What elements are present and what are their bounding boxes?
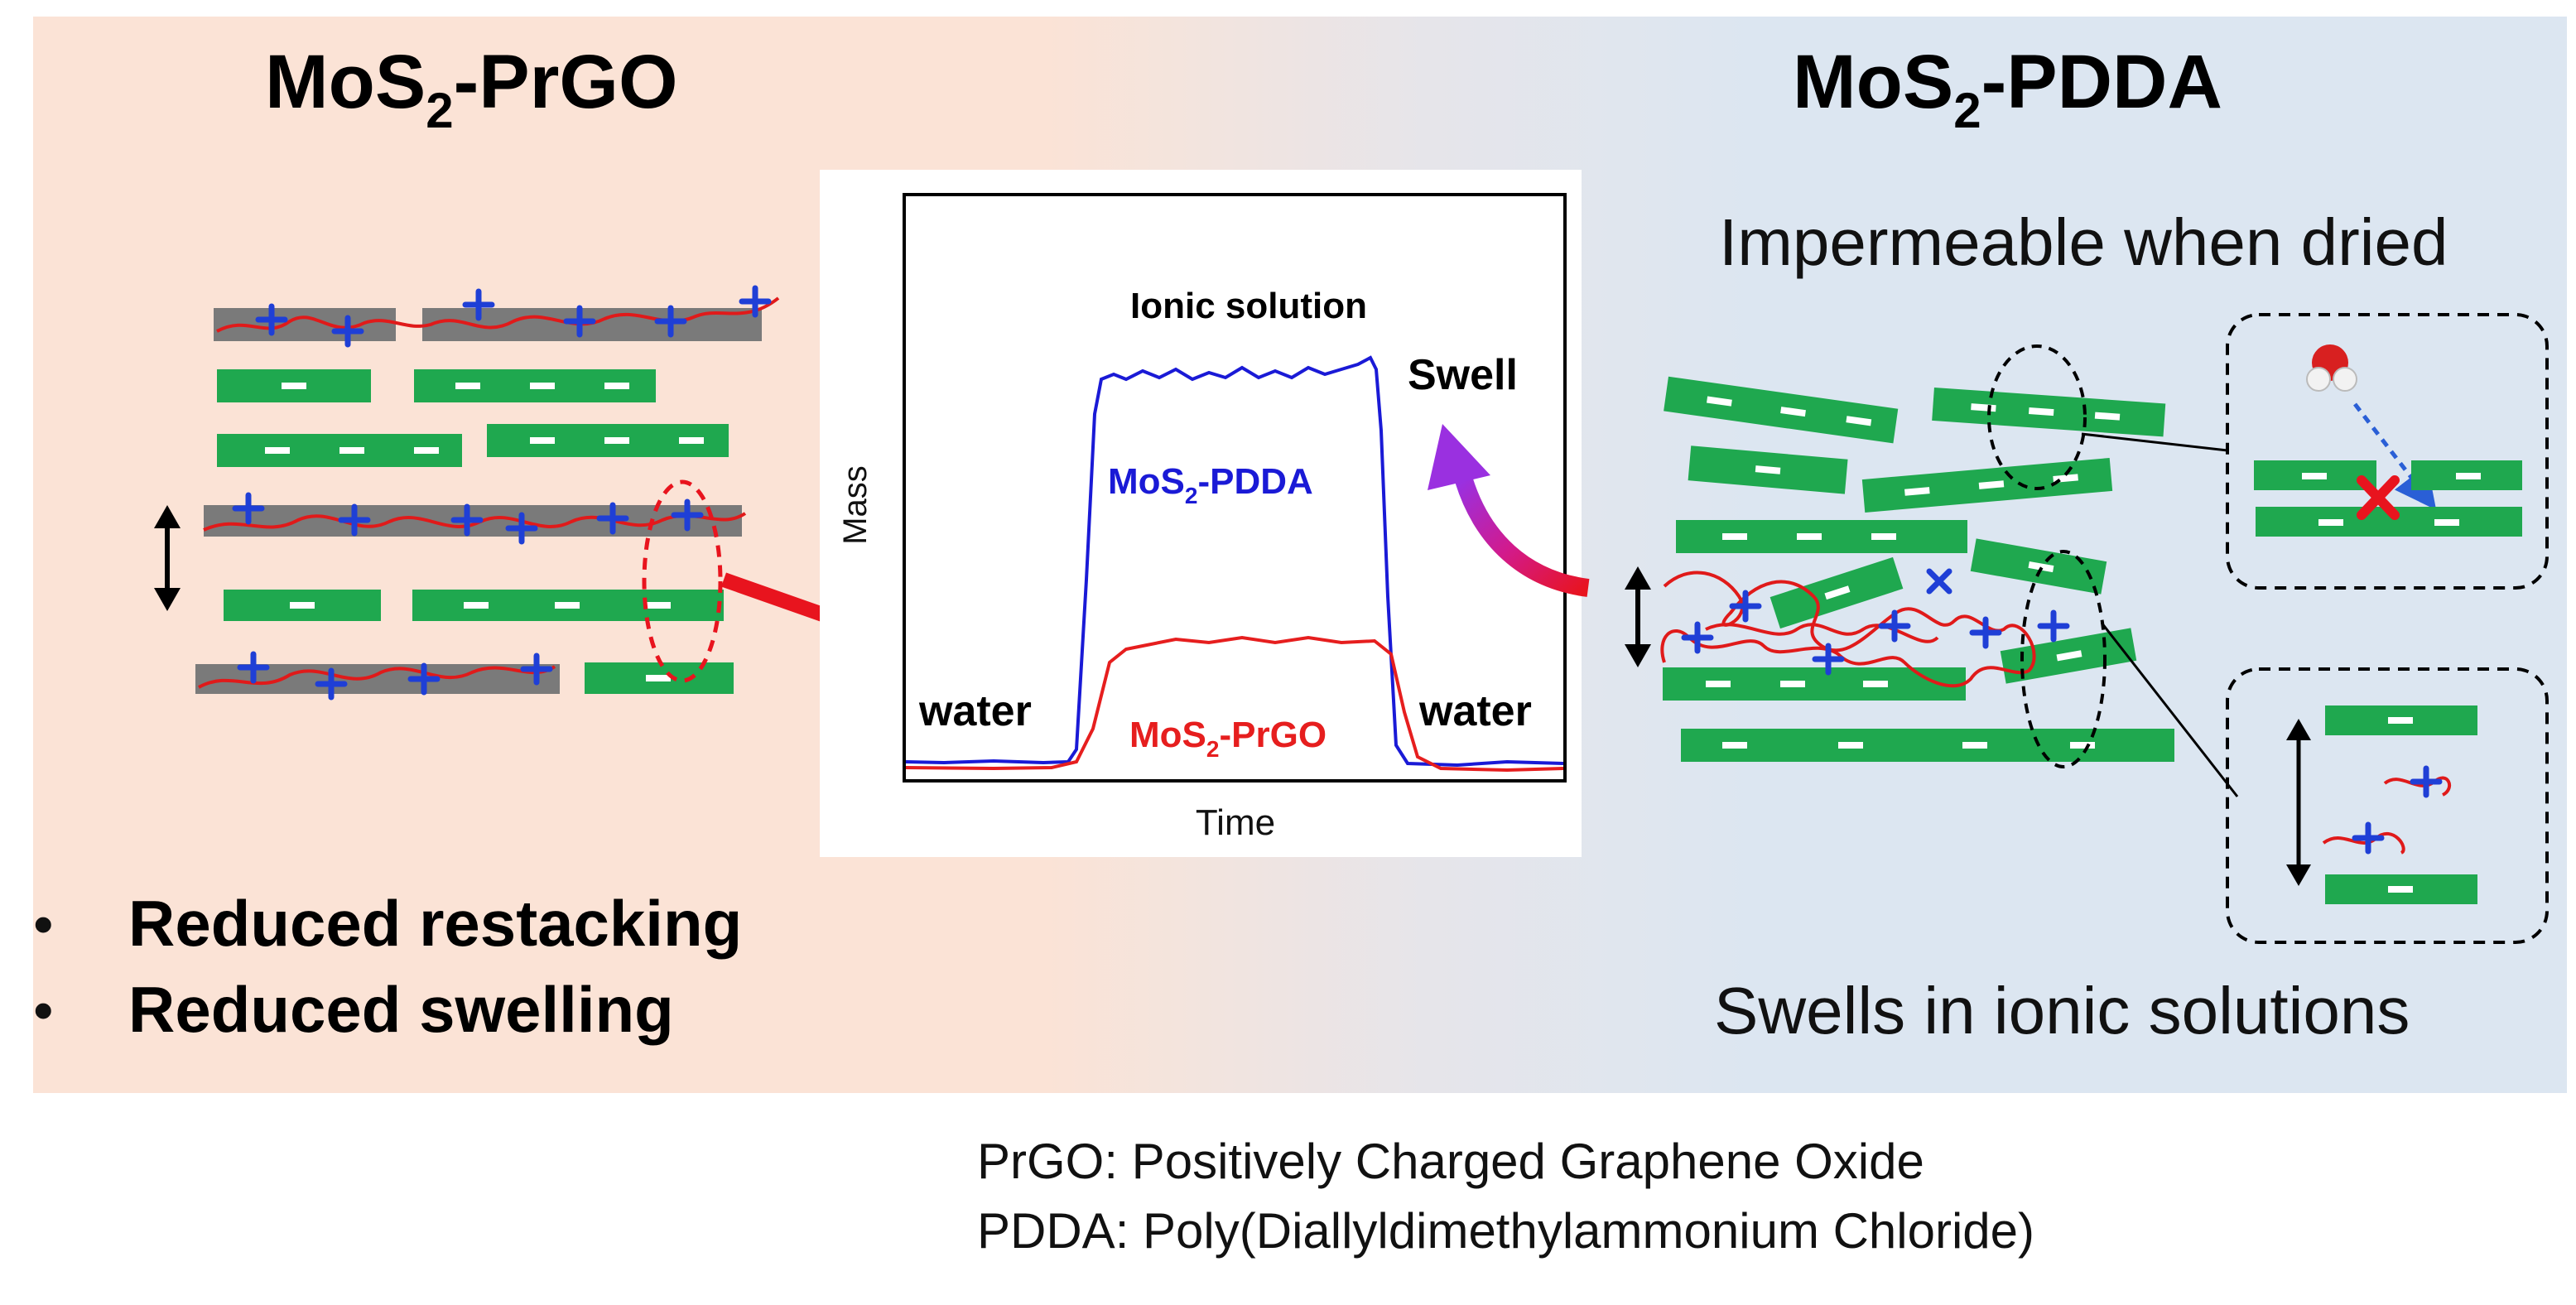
label-swell: Swell: [1408, 351, 1518, 399]
pdda-layer-stack: [1625, 344, 2239, 797]
prgo-layer-stack: [154, 285, 780, 701]
left-title: MoS2-PrGO: [265, 40, 678, 138]
graph-xlabel: Time: [1196, 802, 1275, 843]
caption-impermeable: Impermeable when dried: [1719, 205, 2448, 279]
inset-swells: [2226, 667, 2549, 944]
water-molecule-icon: [2306, 344, 2357, 392]
interlayer-spacing-arrow: [154, 505, 181, 611]
inset-impermeable: [2226, 313, 2549, 590]
label-series-prgo: MoS2-PrGO: [1129, 715, 1327, 762]
bullet-reduced-swelling: Reduced swelling: [128, 973, 674, 1046]
graph-axes-frame: [903, 193, 1567, 783]
series-line-prgo: [905, 635, 1564, 773]
mass-time-graph: Mass Time Ionic solution MoS2-PDDA MoS2-…: [820, 170, 1582, 857]
label-series-pdda: MoS2-PDDA: [1108, 461, 1313, 508]
cation-plus-icons: [232, 285, 772, 701]
right-title: MoS2-PDDA: [1793, 40, 2222, 138]
swelling-spacing-arrow: [2286, 719, 2311, 886]
bullet-symbol: •: [33, 892, 54, 956]
label-water-right: water: [1418, 687, 1532, 735]
bullet-symbol: •: [33, 978, 54, 1043]
highlight-ellipse-top: [1987, 344, 2087, 490]
label-ionic-solution: Ionic solution: [1130, 286, 1367, 326]
blocked-x-icon: [2357, 475, 2400, 520]
highlight-ellipse: [642, 479, 723, 683]
pdda-chain: [1705, 623, 1939, 643]
cation-plus-icons: [1681, 568, 2070, 676]
series-line-pdda: [905, 355, 1564, 768]
caption-swells: Swells in ionic solutions: [1714, 974, 2410, 1047]
highlight-ellipse-bottom: [2020, 550, 2107, 768]
mos2-sheet: [1681, 729, 2174, 762]
bullet-list: • Reduced restacking • Reduced swelling: [33, 887, 742, 1046]
footnote-prgo: PrGO: Positively Charged Graphene Oxide: [977, 1134, 1924, 1189]
pdda-chain: [198, 665, 556, 689]
interlayer-spacing-arrow: [1625, 566, 1651, 667]
graph-background: [820, 170, 1582, 857]
bullet-reduced-restacking: Reduced restacking: [128, 887, 742, 960]
magenta-swell-arrow: [1428, 424, 1590, 597]
footnote-pdda: PDDA: Poly(Diallyldimethylammonium Chlor…: [977, 1203, 2035, 1259]
graph-ylabel: Mass: [837, 465, 874, 545]
label-water-left: water: [918, 687, 1032, 735]
